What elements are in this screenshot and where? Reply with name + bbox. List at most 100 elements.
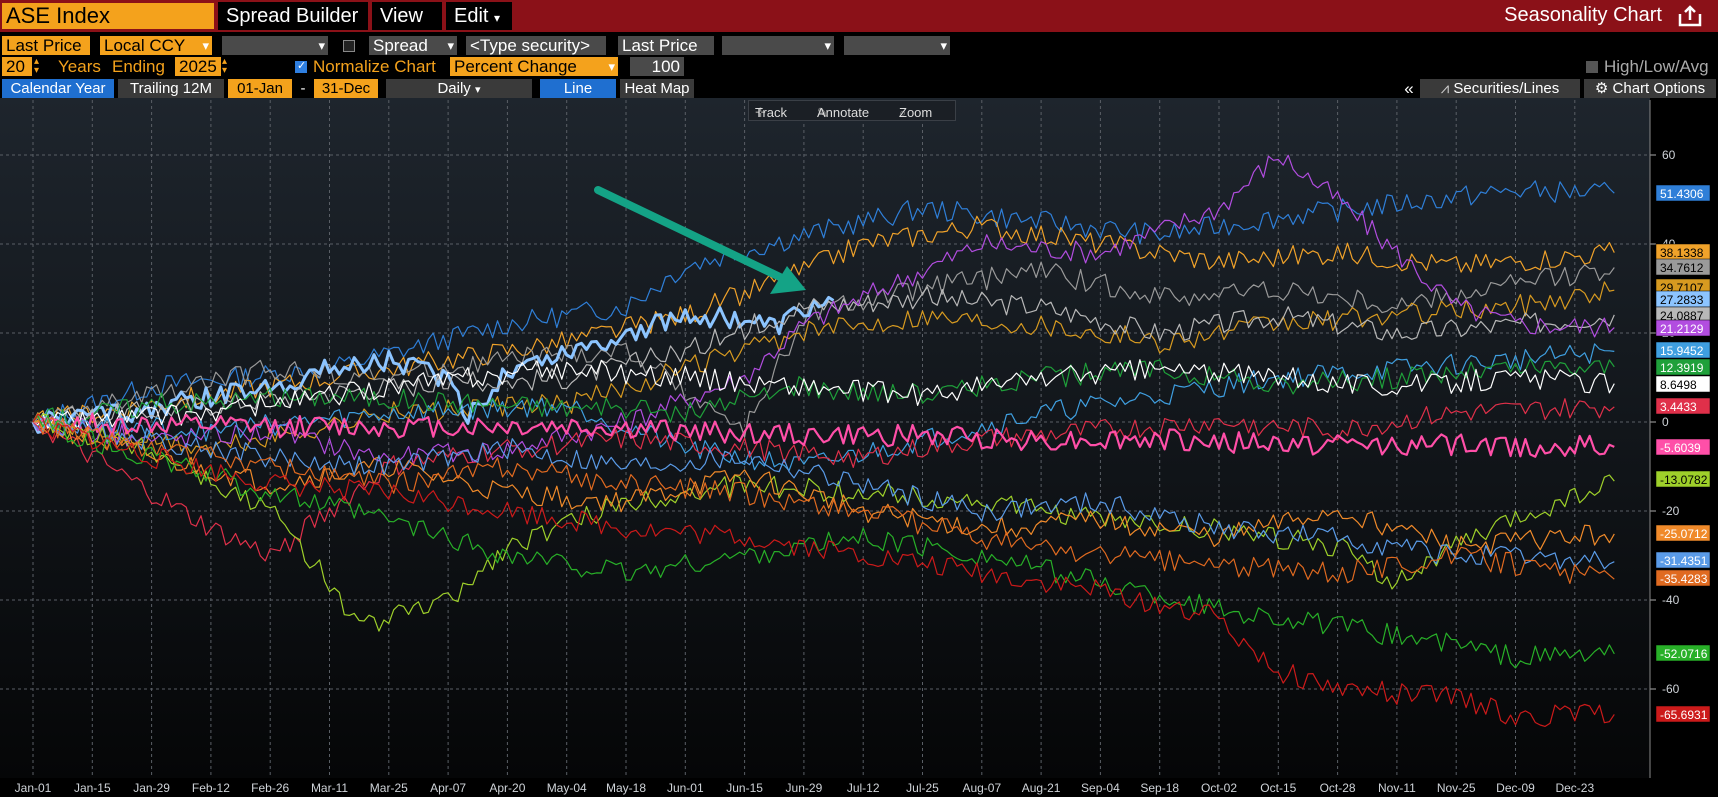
value-tag (1655, 341, 1711, 359)
settings-row-2: 20 ▴▾ Years Ending 2025 ▴▾ Normalize Cha… (0, 56, 1718, 78)
value-tag-label: 51.4306 (1660, 187, 1704, 201)
normalize-mode-select[interactable]: Percent Change (450, 57, 618, 76)
x-tick-label: Jan-29 (133, 781, 170, 795)
gear-icon: ⚙ (1594, 80, 1609, 97)
x-tick-label: Mar-25 (370, 781, 408, 795)
series-line (32, 419, 1615, 555)
value-tag-label: 27.2833 (1660, 293, 1704, 307)
currency-select[interactable]: Local CCY (100, 36, 212, 55)
base-value-input[interactable]: 100 (630, 57, 684, 76)
x-tick-label: Feb-12 (192, 781, 230, 795)
tab-line[interactable]: Line (540, 79, 616, 98)
security-field[interactable]: ASE Index (2, 3, 214, 29)
value-tag-label: -65.6931 (1660, 708, 1708, 722)
chart-options-label: Chart Options (1612, 80, 1706, 97)
value-tag-label: -13.0782 (1660, 473, 1708, 487)
value-tag (1655, 358, 1711, 376)
tab-calendar-year[interactable]: Calendar Year (2, 79, 114, 98)
value-tag-label: -5.6039 (1660, 441, 1701, 455)
value-tag-label: 12.3919 (1660, 361, 1704, 375)
normalize-checkbox[interactable] (295, 59, 307, 73)
zoom-icon: ⌕ (899, 105, 907, 120)
series-line (32, 343, 1615, 472)
securities-lines-button[interactable]: ⩘ Securities/Lines (1420, 79, 1580, 98)
value-tag-label: 21.2129 (1660, 322, 1704, 336)
series-line (31, 295, 835, 434)
y-tick-label: 60 (1662, 148, 1676, 162)
x-tick-label: May-18 (606, 781, 646, 795)
series-line (32, 215, 1615, 429)
start-date-field[interactable]: 01-Jan (228, 79, 292, 98)
ending-label: Ending (112, 57, 165, 76)
spread-select[interactable]: Spread (369, 36, 457, 55)
x-tick-label: Dec-23 (1555, 781, 1594, 795)
x-tick-label: Oct-02 (1201, 781, 1237, 795)
lines-icon: ⩘ (1440, 80, 1450, 97)
empty-select-2[interactable] (722, 36, 834, 55)
value-tag (1655, 644, 1711, 662)
chevron-down-icon: ▾ (474, 84, 481, 96)
chart-options-button[interactable]: ⚙ Chart Options (1584, 79, 1716, 98)
collapse-panel-button[interactable]: « (1404, 79, 1414, 98)
x-tick-label: Mar-11 (311, 781, 348, 795)
view-menu-label: View (380, 5, 423, 27)
share-icon[interactable] (1676, 4, 1704, 28)
series-line (32, 281, 1615, 456)
x-tick-label: Apr-20 (489, 781, 525, 795)
value-tag-label: 3.4433 (1660, 400, 1697, 414)
edit-menu-label: Edit (454, 5, 489, 27)
page-title: Seasonality Chart (1504, 4, 1662, 26)
track-label: Track (755, 105, 788, 120)
x-tick-label: Jul-12 (847, 781, 880, 795)
y-tick-label: -40 (1662, 593, 1680, 607)
spread-checkbox[interactable] (343, 40, 355, 52)
seasonality-chart[interactable]: Jan-01 Jan-15 Jan-29 Feb-12 Feb-26 Mar-11 Mar-… (0, 98, 1718, 797)
spread-builder-menu[interactable]: Spread Builder (218, 2, 368, 30)
stepper-arrows-icon[interactable]: ▴ ▾ (222, 57, 228, 76)
chart-toolbar: ✛ Track ✎ Annotate ⌕ Zoom (748, 100, 956, 121)
end-year-stepper[interactable]: 2025 (175, 57, 221, 76)
frequency-select[interactable]: Daily ▾ (386, 79, 532, 98)
value-tag (1655, 397, 1711, 415)
x-tick-label: Apr-07 (430, 781, 466, 795)
x-tick-label: Dec-09 (1496, 781, 1535, 795)
edit-menu[interactable]: Edit ▾ (446, 2, 512, 30)
field-select-2[interactable]: Last Price (618, 36, 714, 55)
x-tick-label: Jan-01 (15, 781, 52, 795)
stepper-arrows-icon[interactable]: ▴ ▾ (34, 57, 40, 76)
x-tick-label: Jun-29 (786, 781, 823, 795)
xaxis-background (0, 778, 1650, 797)
empty-select-3[interactable] (844, 36, 950, 55)
end-date-field[interactable]: 31-Dec (314, 79, 378, 98)
x-tick-label: Nov-25 (1437, 781, 1476, 795)
high-low-avg-checkbox[interactable] (1586, 61, 1598, 73)
view-menu[interactable]: View ▾ (372, 2, 442, 53)
x-tick-label: Sep-18 (1140, 781, 1179, 795)
field-select-1[interactable]: Last Price (2, 36, 90, 55)
series-line (32, 417, 1615, 570)
x-tick-label: Sep-04 (1081, 781, 1120, 795)
x-tick-label: Oct-15 (1260, 781, 1296, 795)
type-security-input[interactable]: <Type security> (466, 36, 606, 55)
annotation-arrow-head (770, 266, 806, 294)
years-label: Years (58, 57, 101, 76)
value-tag-label: 34.7612 (1660, 261, 1704, 275)
value-tag-label: 24.0887 (1660, 309, 1704, 323)
value-tag (1655, 524, 1711, 542)
x-tick-label: Jan-15 (74, 781, 111, 795)
value-tag (1655, 438, 1711, 456)
x-tick-label: Nov-11 (1378, 781, 1416, 795)
series-line (32, 412, 1615, 458)
tab-heat-map[interactable]: Heat Map (620, 79, 694, 98)
crosshair-icon: ✛ (755, 105, 766, 120)
tab-trailing-12m[interactable]: Trailing 12M (118, 79, 224, 98)
value-tag (1655, 184, 1711, 202)
empty-select-1[interactable] (222, 36, 328, 55)
x-tick-label: Feb-26 (251, 781, 289, 795)
value-tag-label: -31.4351 (1660, 554, 1708, 568)
plot-background (0, 98, 1650, 778)
x-tick-label: Jul-25 (906, 781, 939, 795)
value-tag-label: -25.0712 (1660, 527, 1708, 541)
years-stepper[interactable]: 20 (2, 57, 32, 76)
x-tick-label: Aug-21 (1022, 781, 1061, 795)
